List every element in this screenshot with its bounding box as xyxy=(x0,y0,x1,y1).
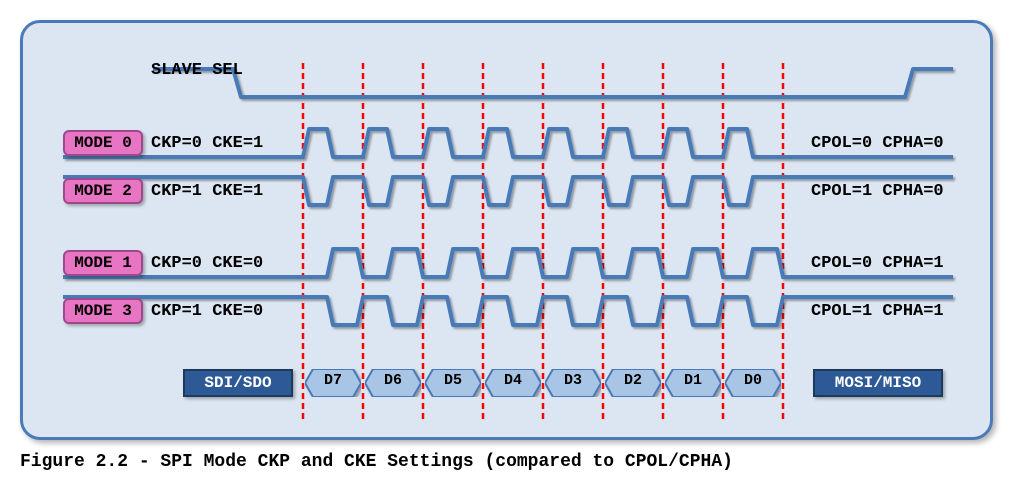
figure-caption: Figure 2.2 - SPI Mode CKP and CKE Settin… xyxy=(20,452,993,472)
right-data-label: MOSI/MISO xyxy=(813,369,943,397)
mode-right-0: CPOL=0 CPHA=0 xyxy=(811,134,944,153)
mode-badge-3: MODE 3 xyxy=(63,298,143,324)
left-data-label-text: SDI/SDO xyxy=(204,374,271,392)
bit-cell-7: D0 xyxy=(725,369,781,397)
mode-left-1: CKP=1 CKE=1 xyxy=(151,182,263,201)
mode-badge-0-text: MODE 0 xyxy=(74,134,132,152)
bit-cell-1: D6 xyxy=(365,369,421,397)
left-data-label: SDI/SDO xyxy=(183,369,293,397)
bit-cell-5: D2 xyxy=(605,369,661,397)
mode-badge-0: MODE 0 xyxy=(63,130,143,156)
mode-left-2: CKP=0 CKE=0 xyxy=(151,254,263,273)
mode-badge-3-text: MODE 3 xyxy=(74,302,132,320)
bit-cell-2: D5 xyxy=(425,369,481,397)
mode-right-2: CPOL=0 CPHA=1 xyxy=(811,254,944,273)
diagram-frame: SLAVE SEL MODE 0 CKP=0 CKE=1 CPOL=0 CPHA… xyxy=(20,20,993,440)
mode-badge-2: MODE 1 xyxy=(63,250,143,276)
mode-left-0: CKP=0 CKE=1 xyxy=(151,134,263,153)
mode-badge-1-text: MODE 2 xyxy=(74,182,132,200)
mode-right-3: CPOL=1 CPHA=1 xyxy=(811,302,944,321)
bit-cell-6: D1 xyxy=(665,369,721,397)
mode-badge-2-text: MODE 1 xyxy=(74,254,132,272)
bit-cell-0: D7 xyxy=(305,369,361,397)
mode-left-3: CKP=1 CKE=0 xyxy=(151,302,263,321)
bit-cell-3: D4 xyxy=(485,369,541,397)
bit-cell-4: D3 xyxy=(545,369,601,397)
right-data-label-text: MOSI/MISO xyxy=(835,374,921,392)
mode-right-1: CPOL=1 CPHA=0 xyxy=(811,182,944,201)
slave-sel-label: SLAVE SEL xyxy=(151,61,243,80)
mode-badge-1: MODE 2 xyxy=(63,178,143,204)
